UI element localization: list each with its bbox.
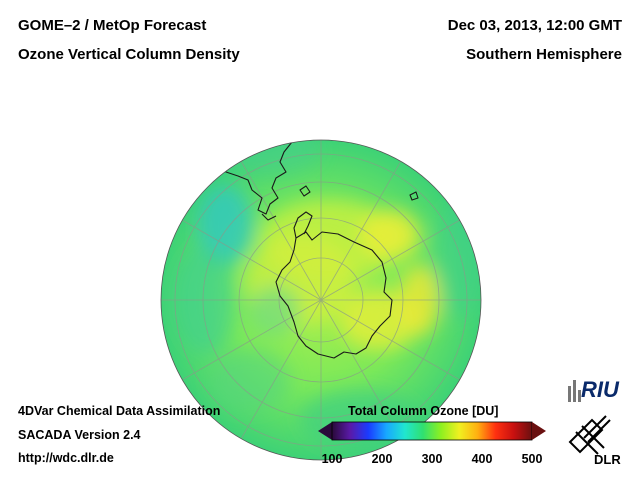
colorbar-tick-100: 100 [321, 452, 343, 466]
version-credit: SACADA Version 2.4 [18, 428, 141, 442]
colorbar-tick-200: 200 [371, 452, 393, 466]
dlr-logo: DLR [568, 415, 621, 467]
colorbar-gradient [331, 421, 533, 441]
globe-edge [160, 139, 482, 461]
colorbar-min-arrow [318, 422, 332, 440]
title-region: Southern Hemisphere [466, 46, 622, 63]
method-credit: 4DVar Chemical Data Assimilation [18, 404, 221, 418]
colorbar-tick-300: 300 [421, 452, 443, 466]
colorbar-tick-500: 500 [521, 452, 543, 466]
colorbar-tick-400: 400 [471, 452, 493, 466]
antarctic-peninsula [293, 211, 313, 239]
dlr-logo-text: DLR [594, 452, 621, 467]
title-quantity: Ozone Vertical Column Density [18, 46, 240, 63]
colorbar-title: Total Column Ozone [DU] [348, 404, 499, 418]
colorbar [318, 421, 546, 441]
title-instrument: GOME–2 / MetOp Forecast [18, 17, 207, 34]
antarctica-outline [275, 231, 393, 359]
title-date: Dec 03, 2013, 12:00 GMT [447, 17, 622, 34]
website-link[interactable]: http://wdc.dlr.de [18, 451, 114, 465]
graticule [161, 140, 481, 460]
riu-logo: RIU [568, 377, 620, 402]
colorbar-max-arrow [532, 422, 546, 440]
riu-logo-text: RIU [581, 377, 620, 402]
south-america-outline [211, 140, 299, 215]
